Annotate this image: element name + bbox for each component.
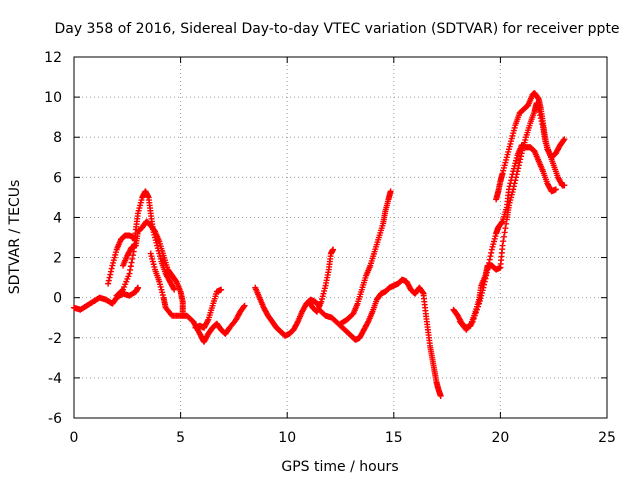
data-point bbox=[387, 188, 394, 195]
data-point bbox=[118, 287, 125, 294]
data-point bbox=[488, 249, 495, 256]
series-segment-8 bbox=[305, 246, 337, 315]
data-point bbox=[105, 280, 112, 287]
y-tick-label: 4 bbox=[53, 210, 62, 226]
data-point bbox=[561, 136, 568, 143]
x-tick-labels: 0 5 10 15 20 25 bbox=[70, 430, 616, 446]
data-point bbox=[127, 263, 134, 270]
x-tick-label: 15 bbox=[385, 430, 403, 446]
data-point bbox=[108, 265, 115, 272]
data-point bbox=[134, 284, 141, 291]
data-point bbox=[128, 259, 135, 266]
data-point bbox=[469, 318, 476, 325]
y-tick-label: 8 bbox=[53, 130, 62, 146]
data-point bbox=[419, 289, 426, 296]
data-point bbox=[471, 312, 478, 319]
data-point bbox=[560, 137, 567, 144]
series-segment-5 bbox=[147, 250, 248, 345]
data-point bbox=[516, 159, 523, 166]
y-tick-label: -6 bbox=[48, 411, 62, 427]
data-point bbox=[483, 269, 490, 276]
data-point bbox=[241, 302, 248, 309]
data-point bbox=[105, 277, 112, 284]
data-point bbox=[107, 271, 114, 278]
data-point bbox=[508, 174, 515, 181]
data-point bbox=[508, 177, 515, 184]
data-point bbox=[482, 275, 489, 282]
y-tick-label: 6 bbox=[53, 170, 62, 186]
data-point bbox=[506, 183, 513, 190]
plot-frame bbox=[73, 56, 608, 419]
data-point bbox=[127, 266, 134, 273]
x-axis-label: GPS time / hours bbox=[281, 459, 398, 475]
data-point bbox=[218, 286, 225, 293]
x-tick-label: 10 bbox=[278, 430, 296, 446]
series-segment-12 bbox=[450, 100, 568, 331]
data-point bbox=[473, 306, 480, 313]
data-point bbox=[240, 303, 247, 310]
series-segment-9 bbox=[316, 276, 427, 343]
series-segment-6 bbox=[192, 286, 225, 331]
y-tick-label: -2 bbox=[48, 331, 62, 347]
y-tick-label: 2 bbox=[53, 251, 62, 267]
y-tick-label: 10 bbox=[44, 90, 62, 106]
series-segment-7 bbox=[252, 284, 323, 339]
data-point bbox=[552, 186, 559, 193]
series-segment-1 bbox=[71, 284, 141, 313]
x-tick-label: 5 bbox=[176, 430, 185, 446]
data-point bbox=[486, 259, 493, 266]
data-point bbox=[437, 392, 444, 399]
x-tick-label: 0 bbox=[70, 430, 79, 446]
data-point bbox=[480, 284, 487, 291]
data-point bbox=[106, 274, 113, 281]
data-point bbox=[481, 278, 488, 285]
y-axis-label: SDTVAR / TECUs bbox=[7, 180, 23, 295]
data-point bbox=[107, 268, 114, 275]
data-point bbox=[500, 238, 507, 245]
data-point bbox=[517, 156, 524, 163]
series-segment-13 bbox=[456, 142, 559, 333]
data-point bbox=[509, 171, 516, 178]
series-segment-3 bbox=[113, 188, 178, 299]
data-point bbox=[330, 246, 337, 253]
data-point bbox=[470, 315, 477, 322]
x-tick-label: 20 bbox=[491, 430, 509, 446]
data-point bbox=[485, 263, 492, 270]
data-point bbox=[500, 233, 507, 240]
data-point bbox=[505, 186, 512, 193]
data-point bbox=[498, 219, 505, 226]
data-point bbox=[171, 286, 178, 293]
series-segment-11 bbox=[420, 292, 444, 399]
x-tick-label: 25 bbox=[598, 430, 616, 446]
series-segment-14 bbox=[493, 90, 568, 203]
y-tick-label: 12 bbox=[44, 50, 62, 66]
data-points bbox=[71, 90, 568, 399]
data-point bbox=[507, 180, 514, 187]
data-point bbox=[472, 309, 479, 316]
data-point bbox=[129, 255, 136, 262]
data-point bbox=[126, 270, 133, 277]
series-segment-2 bbox=[105, 232, 137, 287]
series-segment-10 bbox=[337, 188, 394, 327]
data-point bbox=[484, 266, 491, 273]
data-point bbox=[475, 303, 482, 310]
data-point bbox=[483, 272, 490, 279]
data-point bbox=[486, 256, 493, 263]
data-point bbox=[561, 182, 568, 189]
tick-marks bbox=[73, 56, 608, 419]
y-tick-label: -4 bbox=[48, 371, 62, 387]
y-tick-labels: -6 -4 -2 0 2 4 6 8 10 12 bbox=[44, 50, 62, 427]
data-point bbox=[481, 281, 488, 288]
data-point bbox=[487, 253, 494, 260]
series-segment-4 bbox=[120, 218, 186, 315]
data-point bbox=[499, 242, 506, 249]
y-tick-label: 0 bbox=[53, 291, 62, 307]
data-point bbox=[129, 252, 136, 259]
data-point bbox=[501, 229, 508, 236]
data-point bbox=[502, 225, 509, 232]
chart-title: Day 358 of 2016, Sidereal Day-to-day VTE… bbox=[54, 21, 619, 37]
